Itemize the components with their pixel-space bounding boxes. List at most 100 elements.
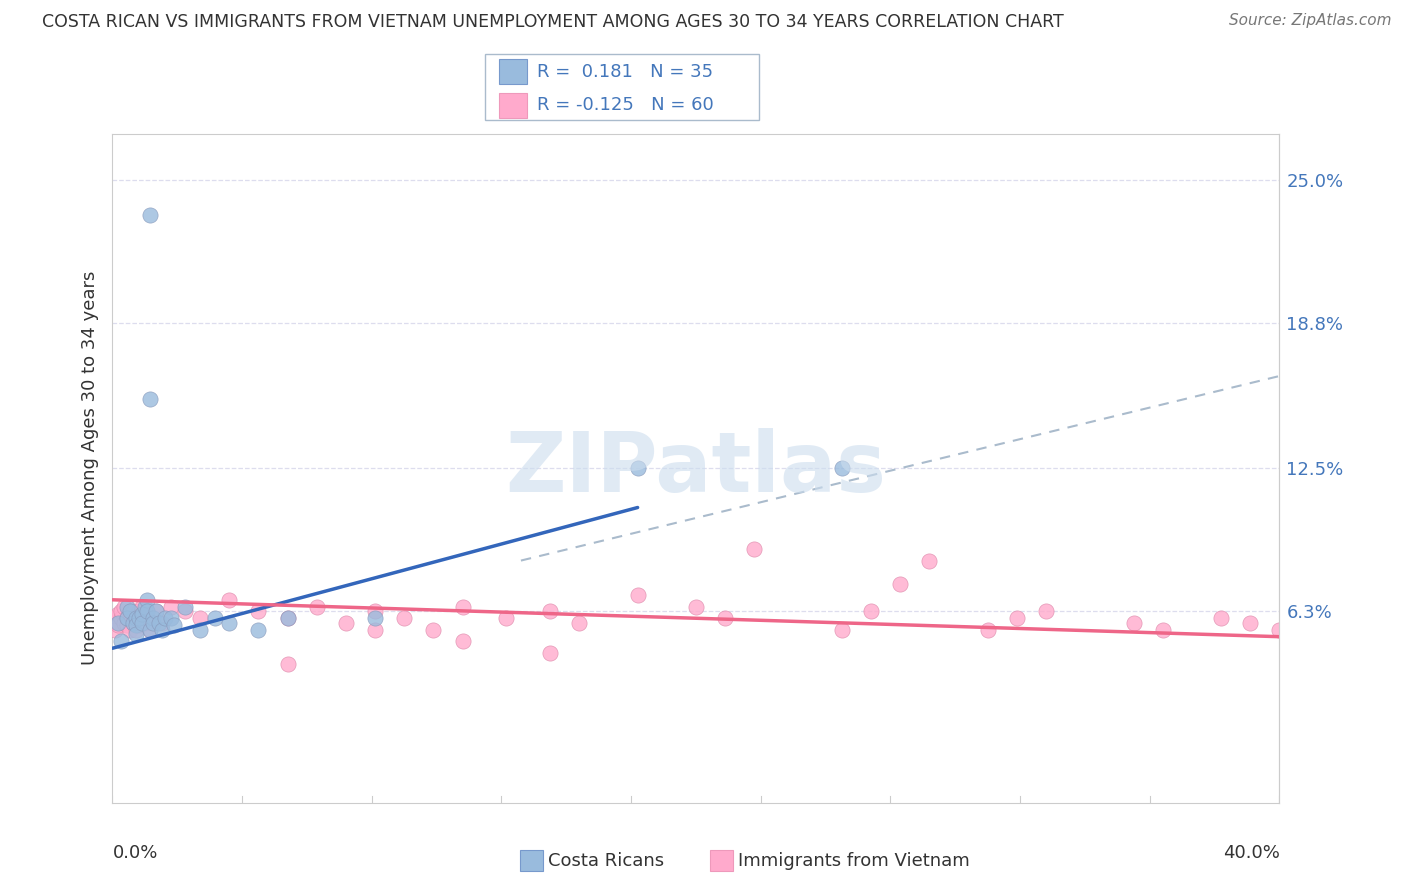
Point bbox=[538, 604, 561, 618]
Point bbox=[115, 618, 138, 632]
Point bbox=[148, 615, 170, 630]
Point bbox=[131, 599, 153, 614]
Point bbox=[115, 611, 138, 625]
Point bbox=[831, 623, 853, 637]
Point bbox=[714, 611, 737, 625]
Point bbox=[110, 634, 132, 648]
Point bbox=[204, 611, 226, 625]
Text: 40.0%: 40.0% bbox=[1223, 845, 1279, 863]
Point bbox=[247, 623, 270, 637]
Point bbox=[139, 208, 162, 222]
Point bbox=[118, 604, 141, 618]
Text: R =  0.181   N = 35: R = 0.181 N = 35 bbox=[537, 63, 713, 81]
Point bbox=[145, 604, 167, 618]
Point bbox=[110, 611, 132, 625]
Point bbox=[128, 618, 150, 632]
Point bbox=[685, 599, 707, 614]
Point bbox=[831, 461, 853, 475]
Point bbox=[118, 607, 141, 621]
Point bbox=[451, 634, 474, 648]
Point bbox=[1268, 623, 1291, 637]
Point bbox=[160, 611, 183, 625]
Point bbox=[188, 623, 211, 637]
Point bbox=[276, 611, 298, 625]
Point bbox=[136, 592, 159, 607]
Point bbox=[101, 611, 124, 625]
Point bbox=[110, 604, 132, 618]
Point bbox=[128, 604, 150, 618]
Point bbox=[1209, 611, 1232, 625]
Point bbox=[188, 611, 211, 625]
Point bbox=[134, 615, 156, 630]
Point bbox=[174, 604, 197, 618]
Point bbox=[128, 611, 150, 625]
Point bbox=[125, 611, 148, 625]
Point bbox=[125, 618, 148, 632]
Point bbox=[142, 611, 165, 625]
Point bbox=[122, 604, 145, 618]
Point bbox=[134, 599, 156, 614]
Point bbox=[118, 623, 141, 637]
Point bbox=[218, 615, 240, 630]
Point bbox=[276, 611, 298, 625]
Point bbox=[136, 604, 159, 618]
Point bbox=[115, 599, 138, 614]
Text: ZIPatlas: ZIPatlas bbox=[506, 428, 886, 508]
Point bbox=[107, 615, 129, 630]
Point bbox=[139, 392, 162, 406]
Point bbox=[364, 611, 387, 625]
Point bbox=[153, 611, 176, 625]
Point bbox=[392, 611, 416, 625]
Point bbox=[122, 615, 145, 630]
Point bbox=[174, 599, 197, 614]
Point bbox=[1122, 615, 1144, 630]
Point bbox=[626, 461, 648, 475]
Point bbox=[163, 618, 186, 632]
Point bbox=[976, 623, 998, 637]
Point bbox=[107, 618, 129, 632]
Text: Immigrants from Vietnam: Immigrants from Vietnam bbox=[738, 852, 970, 870]
Text: 0.0%: 0.0% bbox=[112, 845, 157, 863]
Point bbox=[115, 611, 138, 625]
Point bbox=[139, 623, 162, 637]
Text: Source: ZipAtlas.com: Source: ZipAtlas.com bbox=[1229, 13, 1392, 29]
Point bbox=[145, 604, 167, 618]
Point bbox=[364, 623, 387, 637]
Point bbox=[125, 623, 148, 637]
Point bbox=[742, 542, 765, 557]
Point bbox=[1005, 611, 1028, 625]
Point bbox=[125, 627, 148, 641]
Point bbox=[859, 604, 883, 618]
Y-axis label: Unemployment Among Ages 30 to 34 years: Unemployment Among Ages 30 to 34 years bbox=[80, 271, 98, 665]
Point bbox=[112, 615, 135, 630]
Point bbox=[495, 611, 517, 625]
Point bbox=[136, 611, 159, 625]
Point bbox=[1035, 604, 1057, 618]
Point bbox=[1239, 615, 1261, 630]
Point bbox=[150, 623, 173, 637]
Point bbox=[112, 599, 135, 614]
Point bbox=[918, 553, 941, 567]
Point bbox=[276, 657, 298, 672]
Point bbox=[142, 615, 165, 630]
Point bbox=[538, 646, 561, 660]
Point bbox=[568, 615, 591, 630]
Point bbox=[422, 623, 444, 637]
Point bbox=[131, 607, 153, 621]
Point bbox=[104, 623, 127, 637]
Point bbox=[889, 576, 911, 591]
Point bbox=[364, 604, 387, 618]
Text: Costa Ricans: Costa Ricans bbox=[548, 852, 665, 870]
Point bbox=[122, 615, 145, 630]
Point bbox=[1152, 623, 1174, 637]
Point bbox=[150, 615, 173, 630]
Point bbox=[139, 623, 162, 637]
Point bbox=[451, 599, 474, 614]
Point bbox=[218, 592, 240, 607]
Point bbox=[125, 611, 148, 625]
Point bbox=[626, 588, 648, 602]
Point bbox=[247, 604, 270, 618]
Text: COSTA RICAN VS IMMIGRANTS FROM VIETNAM UNEMPLOYMENT AMONG AGES 30 TO 34 YEARS CO: COSTA RICAN VS IMMIGRANTS FROM VIETNAM U… bbox=[42, 13, 1064, 31]
Text: R = -0.125   N = 60: R = -0.125 N = 60 bbox=[537, 96, 714, 114]
Point bbox=[107, 607, 129, 621]
